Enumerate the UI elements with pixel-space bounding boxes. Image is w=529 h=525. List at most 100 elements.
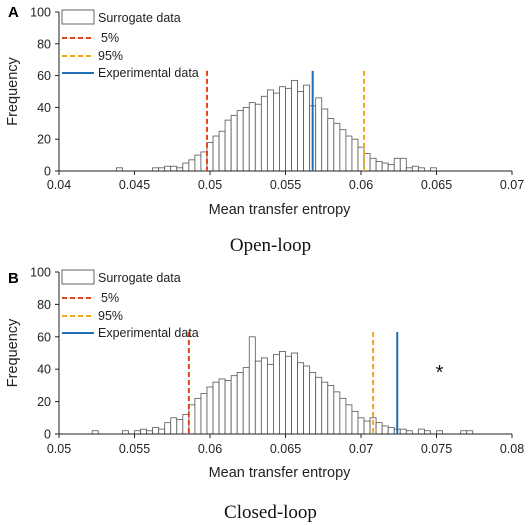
histogram-bar bbox=[399, 157, 407, 172]
y-tick-label: 60 bbox=[37, 69, 51, 83]
x-tick-label: 0.04 bbox=[47, 178, 71, 192]
panel-b: 0.05 0.055 0.06 0.065 0.07 0.075 0.08 0 20 40 60 80… bbox=[5, 266, 524, 524]
histogram-bar bbox=[327, 118, 335, 172]
histogram-bar bbox=[381, 162, 389, 172]
x-tick-label: 0.055 bbox=[270, 178, 301, 192]
x-tick-label: 0.08 bbox=[500, 442, 524, 456]
histogram-bar bbox=[164, 165, 172, 172]
y-tick-label: 20 bbox=[37, 133, 51, 147]
histogram-bar bbox=[321, 108, 329, 172]
histogram-bar bbox=[315, 97, 323, 172]
histogram-bar bbox=[188, 159, 196, 172]
histogram-bar bbox=[224, 380, 232, 435]
x-tick-label: 0.065 bbox=[270, 442, 301, 456]
histogram-bar bbox=[309, 372, 317, 435]
y-tick-label: 80 bbox=[37, 37, 51, 51]
histogram-bar bbox=[285, 355, 292, 435]
histogram-bar bbox=[333, 122, 341, 172]
histogram-bar bbox=[393, 157, 401, 172]
x-tick-label: 0.05 bbox=[198, 178, 222, 192]
legend-surrogate-swatch bbox=[61, 9, 95, 25]
histogram-bar bbox=[291, 79, 298, 172]
histogram-bar bbox=[140, 428, 147, 435]
histogram-bar bbox=[411, 165, 419, 172]
histogram-bar bbox=[242, 367, 250, 435]
panel-caption: Closed-loop bbox=[224, 502, 317, 523]
histogram-bar bbox=[321, 381, 329, 435]
histogram-bar bbox=[176, 419, 184, 435]
x-tick-label: 0.055 bbox=[119, 442, 150, 456]
histogram-bar bbox=[260, 95, 268, 172]
histogram-bar bbox=[200, 393, 208, 435]
histogram-bar bbox=[387, 427, 395, 435]
histogram-bar bbox=[266, 89, 274, 172]
histogram-bar bbox=[206, 386, 214, 435]
histogram-bar bbox=[279, 350, 286, 435]
y-tick-label: 60 bbox=[37, 330, 51, 344]
histogram-bar bbox=[417, 428, 425, 435]
x-axis-label: Mean transfer entropy bbox=[209, 465, 352, 481]
y-tick-label: 0 bbox=[44, 428, 51, 442]
histogram-bar bbox=[279, 86, 286, 172]
histogram-bar bbox=[339, 397, 347, 435]
histogram-bar bbox=[303, 84, 311, 172]
significance-mark: * bbox=[436, 362, 444, 384]
panel-a: 0.04 0.045 0.05 0.055 0.06 0.065 0.07 0 20 40 60 80… bbox=[5, 4, 524, 256]
histogram-bar bbox=[285, 87, 292, 172]
y-tick-label: 80 bbox=[37, 298, 51, 312]
histogram-bar bbox=[254, 360, 262, 435]
histogram-bar bbox=[369, 157, 377, 172]
x-tick-label: 0.045 bbox=[119, 178, 150, 192]
histogram-bar bbox=[236, 372, 244, 435]
legend-experimental-label: Experimental data bbox=[98, 66, 199, 80]
histogram-bar bbox=[351, 410, 359, 435]
histogram-bar bbox=[273, 92, 280, 172]
histogram-bar bbox=[194, 154, 202, 172]
histogram-bar bbox=[273, 354, 280, 435]
x-tick-label: 0.06 bbox=[349, 178, 373, 192]
histogram-bar bbox=[387, 164, 395, 172]
histogram-bar bbox=[248, 336, 256, 435]
legend-percentile-5-label: 5% bbox=[101, 291, 119, 305]
legend-percentile-5-label: 5% bbox=[101, 31, 119, 45]
legend-surrogate-label: Surrogate data bbox=[98, 11, 181, 25]
histogram-bar bbox=[182, 162, 190, 172]
histogram-bar bbox=[327, 384, 335, 435]
histogram-bar bbox=[399, 428, 407, 435]
y-tick-label: 40 bbox=[37, 101, 51, 115]
histogram-bar bbox=[254, 103, 262, 172]
y-tick-label: 0 bbox=[44, 165, 51, 179]
y-axis-label: Frequency bbox=[5, 57, 21, 126]
panel-letter: B bbox=[8, 270, 19, 287]
panel-caption: Open-loop bbox=[230, 235, 311, 256]
histogram-bar bbox=[297, 91, 305, 172]
histogram-bar bbox=[357, 417, 365, 435]
histogram-bar bbox=[333, 391, 341, 435]
x-tick-label: 0.06 bbox=[198, 442, 222, 456]
y-tick-label: 40 bbox=[37, 363, 51, 377]
legend-percentile-95-label: 95% bbox=[98, 309, 123, 323]
histogram-bar bbox=[345, 135, 353, 172]
x-tick-label: 0.075 bbox=[421, 442, 452, 456]
histogram-bar bbox=[158, 428, 166, 435]
x-tick-label: 0.065 bbox=[421, 178, 452, 192]
histogram-bar bbox=[194, 397, 202, 435]
legend-surrogate-swatch bbox=[61, 269, 95, 285]
histogram-bar bbox=[381, 425, 389, 435]
histogram-bar bbox=[291, 352, 298, 435]
histogram-bar bbox=[236, 110, 244, 172]
x-tick-label: 0.05 bbox=[47, 442, 71, 456]
histogram-bar bbox=[218, 130, 226, 172]
histogram-bar bbox=[170, 417, 178, 435]
histogram-bar bbox=[212, 135, 220, 172]
y-tick-label: 20 bbox=[37, 395, 51, 409]
histogram-bar bbox=[351, 138, 359, 172]
histogram-bar bbox=[339, 129, 347, 172]
histogram-bar bbox=[218, 378, 226, 435]
legend-experimental-label: Experimental data bbox=[98, 326, 199, 340]
histogram-bar bbox=[164, 422, 172, 435]
legend-percentile-95-label: 95% bbox=[98, 49, 123, 63]
histogram-bar bbox=[266, 363, 274, 435]
legend-surrogate-label: Surrogate data bbox=[98, 271, 181, 285]
